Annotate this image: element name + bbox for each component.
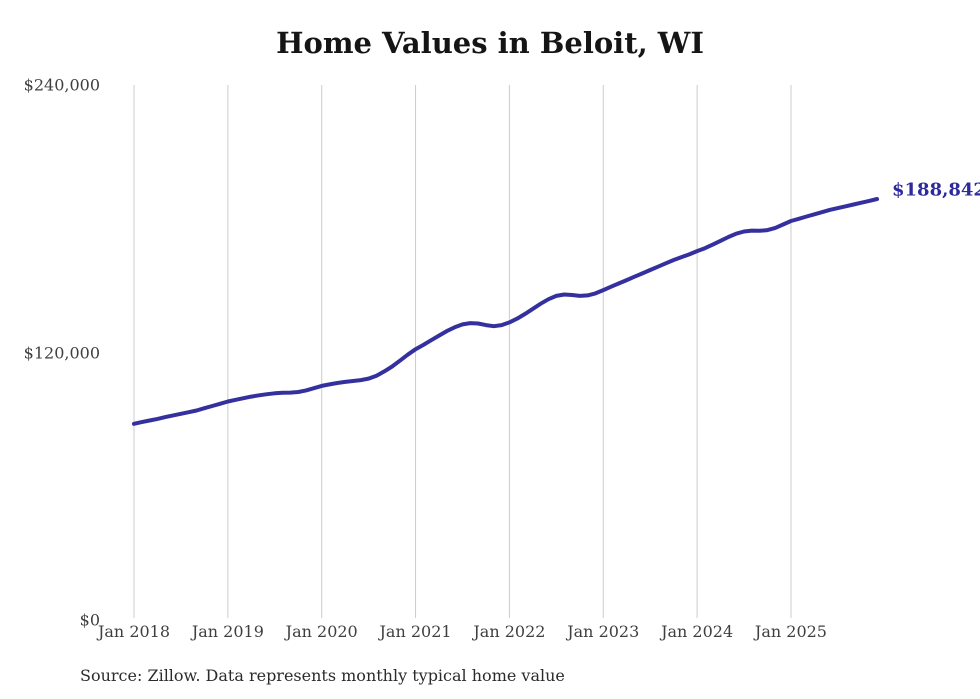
y-axis-tick-label: $120,000	[23, 343, 100, 362]
x-axis-tick-label: Jan 2020	[285, 622, 358, 641]
chart-title: Home Values in Beloit, WI	[276, 26, 704, 60]
y-axis-tick-label: $240,000	[23, 75, 100, 95]
x-axis-tick-label: Jan 2024	[661, 622, 734, 641]
x-axis-tick-label: Jan 2023	[567, 622, 640, 641]
gridlines	[133, 85, 792, 618]
x-axis-tick-label: Jan 2025	[754, 622, 827, 641]
home-value-line	[132, 197, 879, 426]
y-axis-tick-label: $0	[79, 610, 100, 630]
end-value-label: $188,842	[892, 179, 980, 201]
x-axis-tick-label: Jan 2022	[473, 622, 546, 641]
x-axis-tick-label: Jan 2021	[379, 622, 452, 641]
x-axis-tick-label: Jan 2019	[191, 622, 264, 641]
x-axis-tick-label: Jan 2018	[97, 622, 171, 641]
source-note: Source: Zillow. Data represents monthly …	[80, 666, 565, 685]
